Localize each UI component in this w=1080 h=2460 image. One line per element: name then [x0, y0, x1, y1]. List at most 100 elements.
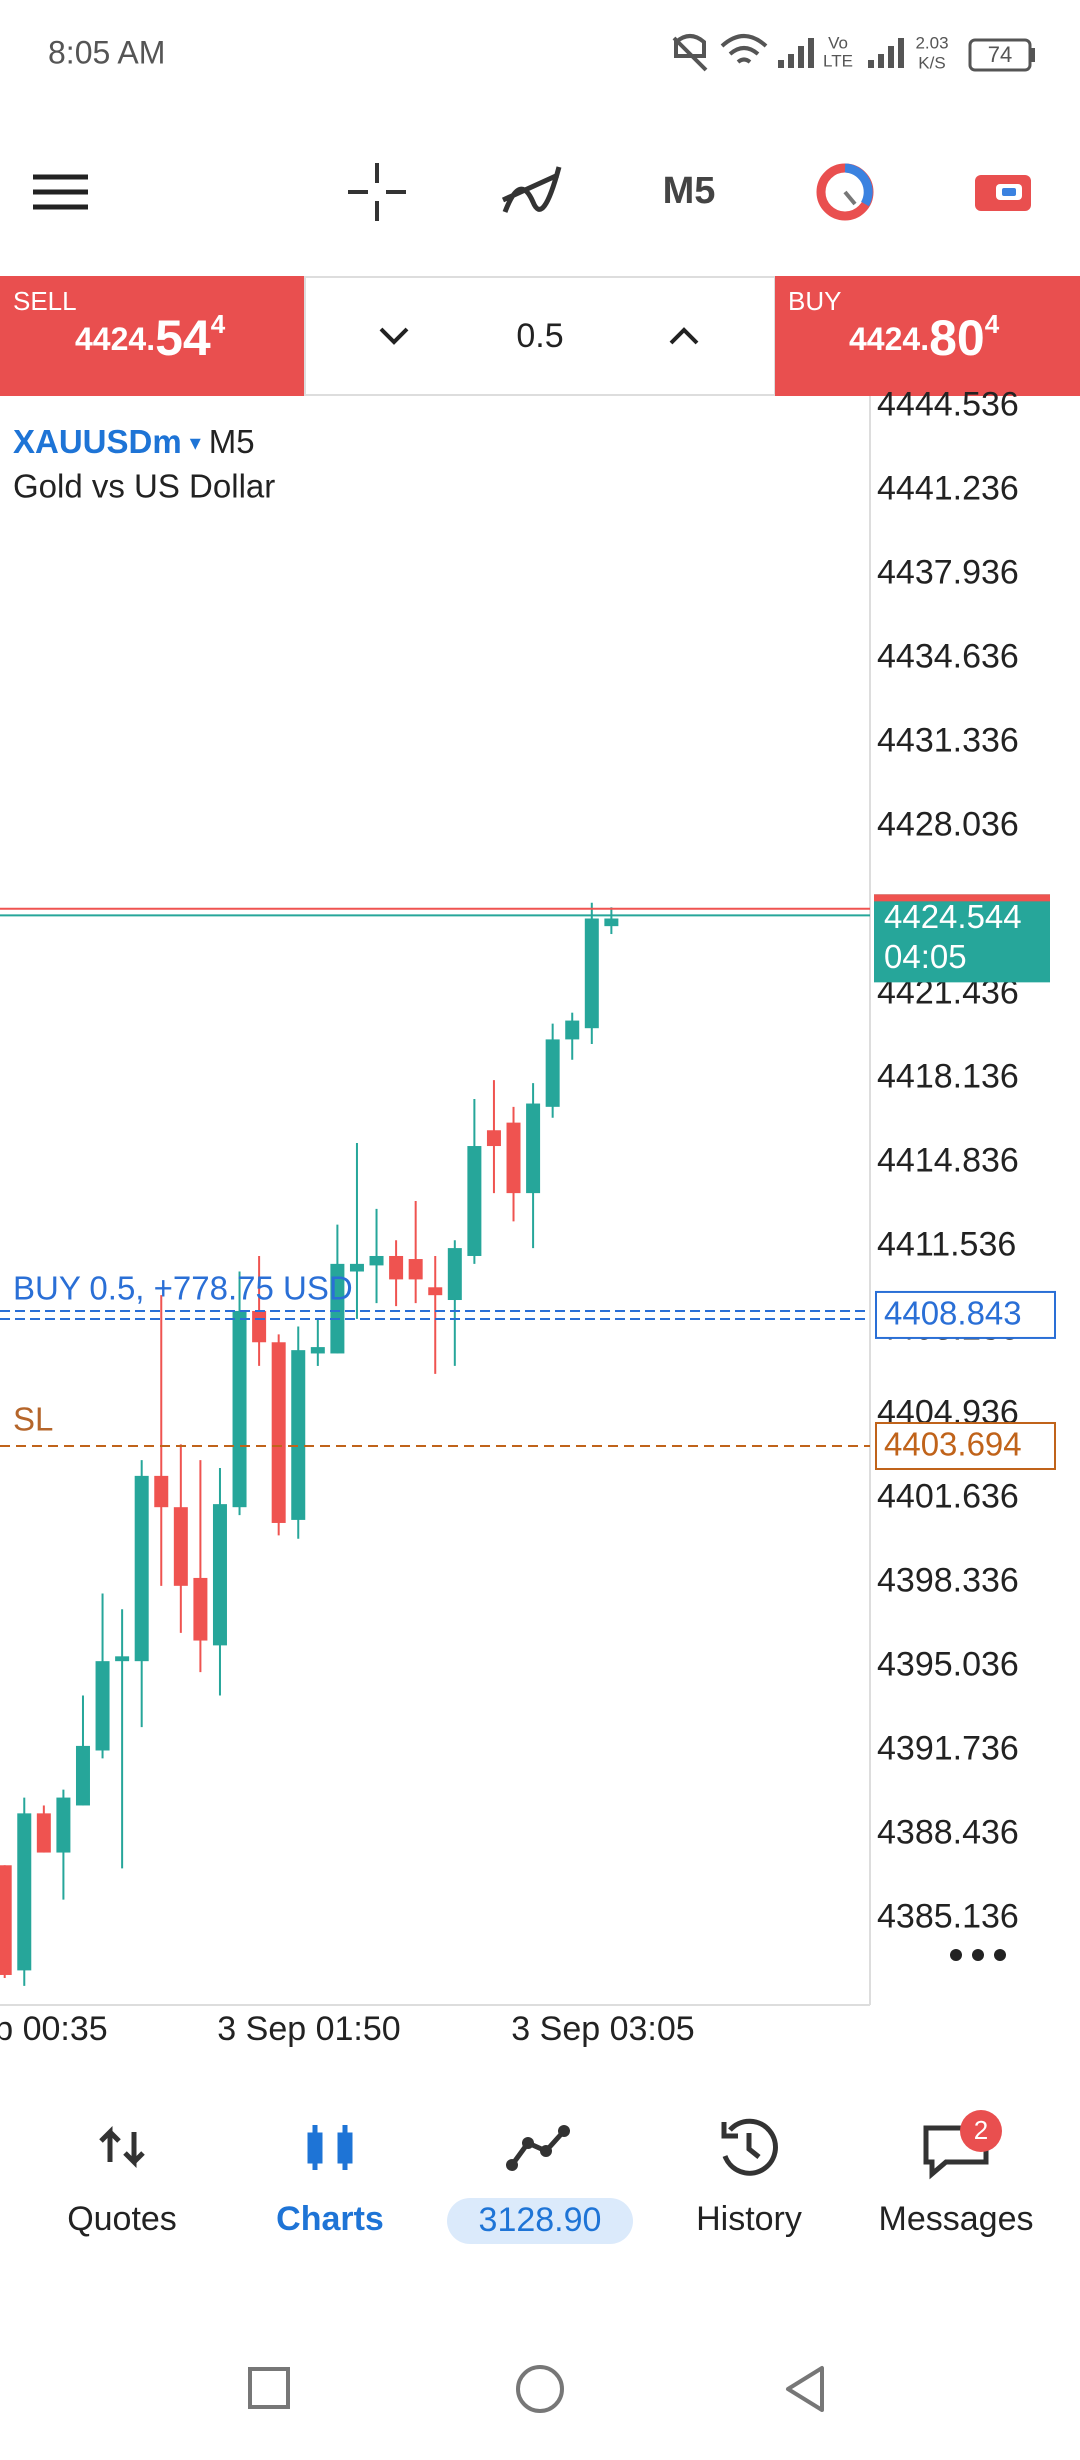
menu-button[interactable]: [33, 174, 88, 210]
buy-label: BUY: [788, 286, 841, 316]
y-tick-label: 4411.536: [877, 1225, 1016, 1263]
y-tick-label: 4431.336: [877, 721, 1019, 759]
candle-body: [0, 1865, 12, 1975]
volume-box: [304, 276, 776, 396]
timeframe-button[interactable]: M5: [663, 170, 716, 212]
candle-body: [506, 1122, 521, 1194]
indicators-button[interactable]: [501, 166, 562, 213]
network-type: LTE: [823, 51, 853, 70]
bid-price-box: [874, 894, 1050, 983]
mute-slash: [672, 36, 708, 72]
chart-symbol[interactable]: XAUUSDm ▾ M5: [13, 423, 255, 460]
trade-button-accent: [1002, 188, 1016, 196]
y-tick-label: 4434.636: [877, 637, 1019, 675]
candle-body: [349, 1263, 364, 1272]
position-price: 4408.843: [884, 1295, 1022, 1332]
position-label: BUY 0.5, +778.75 USD: [13, 1270, 353, 1307]
candle-body: [428, 1287, 443, 1296]
candle-body: [584, 918, 599, 1029]
stop-loss-label: SL: [13, 1401, 53, 1438]
candle-body: [154, 1475, 169, 1508]
wifi-icon: [720, 34, 768, 64]
quotes-tab[interactable]: Quotes: [67, 2125, 177, 2238]
net-speed-unit: K/S: [918, 53, 945, 72]
bar-timer: 04:05: [884, 938, 967, 975]
trade-tab[interactable]: 3128.90: [447, 2125, 633, 2244]
buy-button[interactable]: [775, 276, 1080, 396]
candle-body: [173, 1507, 188, 1586]
candle-body: [447, 1248, 462, 1301]
back-button[interactable]: [786, 2366, 824, 2412]
charts-tab[interactable]: Charts: [276, 2125, 384, 2238]
candle-body: [193, 1577, 208, 1641]
y-tick-label: 4391.736: [877, 1729, 1019, 1767]
recents-button[interactable]: [248, 2367, 290, 2409]
sell-price: 4424.544: [75, 309, 226, 366]
candle-body: [330, 1263, 345, 1354]
x-tick-label: 3 Sep 00:35: [0, 2010, 108, 2048]
y-tick-label: 4437.936: [877, 553, 1019, 591]
candle-body: [212, 1504, 227, 1646]
chart-description: Gold vs US Dollar: [13, 468, 275, 505]
tab-label: History: [696, 2200, 802, 2238]
volume-up[interactable]: [669, 327, 699, 345]
candle-body: [252, 1310, 267, 1343]
candle-body: [310, 1347, 325, 1354]
candle-body: [545, 1039, 560, 1107]
ask-marker: [874, 894, 1050, 902]
y-tick-label: 4395.036: [877, 1645, 1019, 1683]
candle-body: [369, 1255, 384, 1266]
y-tick-label: 4418.136: [877, 1057, 1019, 1095]
candle-body: [604, 918, 619, 927]
candle-body: [17, 1813, 32, 1971]
candle-body: [115, 1656, 130, 1662]
x-tick-label: 3 Sep 03:05: [511, 2010, 694, 2048]
y-tick-label: 4385.136: [877, 1897, 1019, 1935]
sell-label: SELL: [13, 286, 77, 316]
buy-price: 4424.804: [849, 309, 1000, 366]
y-tick-label: 4388.436: [877, 1813, 1019, 1851]
candle-body: [291, 1350, 306, 1520]
candle-body: [36, 1813, 51, 1853]
chart: 4444.536 4441.236 4437.936 4434.636 4431.336…: [0, 386, 1056, 2048]
candle-body: [526, 1103, 541, 1194]
status-icons: [672, 34, 768, 72]
position-price-box: [875, 1290, 1056, 1339]
y-tick-label: 4441.236: [877, 470, 1019, 508]
y-tick-label: 4414.836: [877, 1141, 1019, 1179]
messages-tab[interactable]: 2 Messages: [879, 2110, 1034, 2238]
more-button[interactable]: [950, 1949, 1006, 1961]
candle-body: [232, 1310, 247, 1508]
stop-loss-price: 4403.694: [884, 1426, 1022, 1463]
candle-body: [486, 1130, 501, 1147]
crosshair-button[interactable]: [348, 163, 406, 221]
objects-button-hand: [843, 190, 857, 206]
y-tick-label: 4428.036: [877, 805, 1019, 843]
candle-body: [95, 1661, 110, 1751]
tab-label: Quotes: [67, 2200, 177, 2238]
y-tick-label: 4444.536: [877, 386, 1019, 424]
history-tab[interactable]: History: [696, 2118, 802, 2238]
network-type: Vo: [828, 33, 848, 52]
sell-button[interactable]: [0, 276, 305, 396]
candle-body: [134, 1475, 149, 1662]
objects-button-accent: [844, 163, 873, 207]
candle-body: [408, 1259, 423, 1280]
battery-level: 74: [988, 42, 1012, 67]
bid-price: 4424.544: [884, 898, 1022, 935]
status-time: 8:05 AM: [48, 34, 165, 70]
volume-value[interactable]: 0.5: [516, 317, 563, 355]
candle-body: [271, 1342, 286, 1523]
signal-icons: [778, 38, 904, 68]
net-speed: 2.03: [915, 33, 948, 52]
y-tick-label: 4398.336: [877, 1561, 1019, 1599]
home-button[interactable]: [516, 2365, 564, 2413]
balance: 3128.90: [479, 2201, 602, 2239]
candle-body: [389, 1255, 404, 1280]
battery-tip: [1030, 48, 1035, 62]
stop-loss-price-box: [875, 1421, 1056, 1470]
volume-down[interactable]: [379, 327, 409, 345]
tab-label: Charts: [276, 2200, 384, 2238]
